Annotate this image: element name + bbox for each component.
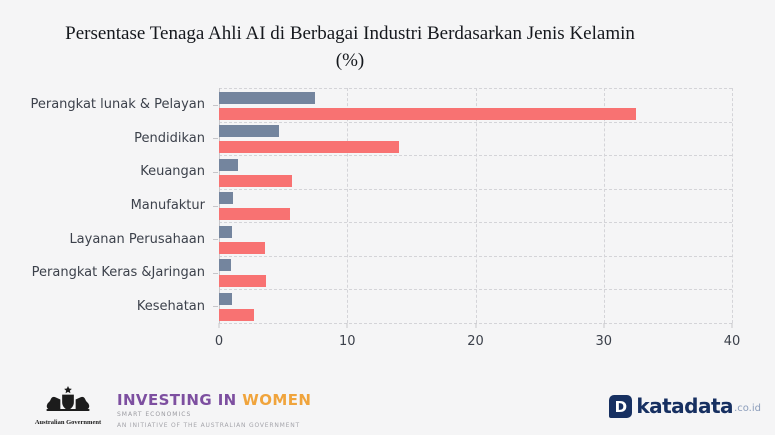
bar-row	[219, 189, 732, 223]
iw-tagline: SMART ECONOMICS	[117, 411, 192, 418]
katadata-d-icon: D	[609, 395, 633, 418]
x-tick-label: 20	[467, 334, 484, 349]
y-tick-mark	[213, 171, 218, 173]
x-tick-label: 10	[338, 334, 356, 349]
gridline	[475, 88, 477, 323]
y-axis-line	[219, 88, 220, 323]
iw-initiative-line: AN INITIATIVE OF THE AUSTRALIAN GOVERNME…	[117, 422, 300, 429]
y-tick-mark	[213, 272, 218, 274]
y-tick-mark	[213, 138, 218, 140]
y-tick-mark	[213, 239, 218, 241]
category-label: Keuangan	[140, 164, 205, 180]
x-tick-mark	[603, 323, 605, 328]
katadata-domain: .co.id	[734, 403, 761, 414]
x-tick-mark	[346, 323, 348, 328]
bar-row	[219, 122, 732, 156]
chart-title-line1: Persentase Tenaga Ahli AI di Berbagai In…	[65, 23, 635, 44]
bar-row	[219, 256, 732, 290]
australian-government-label: Australian Government	[34, 419, 102, 426]
bar-series-2-red[interactable]	[219, 174, 293, 187]
category-label: Manufaktur	[130, 197, 205, 213]
bar-row	[219, 289, 732, 323]
category-label: Layanan Perusahaan	[69, 231, 205, 247]
gridline	[347, 88, 349, 323]
x-tick-mark	[731, 323, 733, 328]
y-tick-mark	[213, 205, 218, 207]
bar-row	[219, 88, 732, 122]
bar-series-1-blue[interactable]	[219, 292, 232, 305]
chart-title: Persentase Tenaga Ahli AI di Berbagai In…	[0, 20, 700, 74]
y-axis: Perangkat lunak & Pelayan Pendidikan Keuan…	[0, 88, 219, 323]
category-label: Perangkat Keras &Jaringan	[31, 265, 205, 281]
bar-row	[219, 222, 732, 256]
x-tick-mark	[218, 323, 220, 328]
category-label: Kesehatan	[136, 298, 205, 314]
gridline	[603, 88, 605, 323]
x-axis: 0 10 20 30 40	[215, 323, 740, 355]
y-tick-mark	[213, 306, 218, 308]
coat-of-arms-icon	[46, 386, 90, 411]
bar-series-2-red[interactable]	[219, 308, 254, 321]
bar-series-2-red[interactable]	[219, 275, 267, 288]
bar-series-1-blue[interactable]	[219, 192, 234, 205]
y-tick-mark	[213, 104, 218, 106]
x-tick-mark	[475, 323, 476, 328]
category-label: Perangkat lunak & Pelayan	[30, 97, 205, 113]
x-tick-label: 30	[595, 334, 613, 349]
gridline	[732, 88, 733, 323]
chart-title-line2: (%)	[335, 50, 365, 71]
investing-in-women-text: INVESTING IN WOMEN SMART ECONOMICS AN IN…	[117, 386, 311, 429]
katadata-logo: D katadata .co.id	[609, 394, 761, 418]
bar-row	[219, 155, 732, 189]
bar-series-1-blue[interactable]	[219, 125, 280, 138]
iw-women: WOMEN	[242, 391, 312, 409]
australian-government-crest: Australian Government	[33, 386, 103, 426]
bar-series-2-red[interactable]	[219, 107, 636, 120]
iw-wordmark: INVESTING IN WOMEN	[117, 391, 311, 409]
category-label: Pendidikan	[134, 130, 205, 146]
bar-series-2-red[interactable]	[219, 141, 399, 154]
bar-series-2-red[interactable]	[219, 241, 266, 254]
bar-series-2-red[interactable]	[219, 208, 290, 221]
bar-series-1-blue[interactable]	[219, 158, 239, 171]
investing-in-women-logo: Australian Government INVESTING IN WOMEN…	[33, 386, 311, 429]
x-tick-label: 40	[723, 334, 741, 349]
iw-investing-in: INVESTING IN	[117, 391, 237, 409]
bar-series-1-blue[interactable]	[219, 225, 232, 238]
katadata-wordmark: katadata	[636, 394, 734, 418]
bar-series-1-blue[interactable]	[219, 259, 231, 272]
bar-series-1-blue[interactable]	[219, 91, 316, 104]
plot-area	[219, 88, 733, 324]
x-tick-label: 0	[214, 334, 224, 349]
